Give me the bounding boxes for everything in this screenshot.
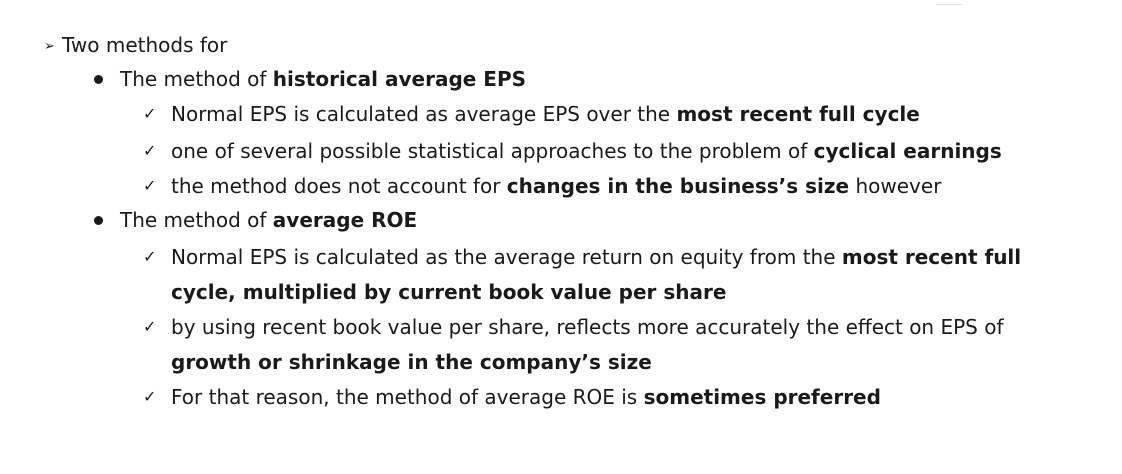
- method-2-title-bold: average ROE: [272, 208, 418, 232]
- method-1-title-plain: The method of: [120, 67, 273, 91]
- method-2-point-2-line-2: growth or shrinkage in the company’s siz…: [171, 348, 652, 376]
- check-icon: ✓: [143, 387, 157, 406]
- check-icon: ✓: [143, 247, 157, 266]
- text-run: the method does not account for: [171, 174, 507, 198]
- heading-text: Two methods for: [62, 31, 227, 59]
- arrow-bullet-icon: ➢: [44, 39, 55, 54]
- text-run-bold: changes in the business’s size: [506, 174, 850, 198]
- method-2-point-1-line-2: cycle, multiplied by current book value …: [171, 278, 726, 306]
- method-2-point-2-line-1: by using recent book value per share, re…: [171, 313, 1004, 341]
- method-1-title-bold: historical average EPS: [272, 67, 527, 91]
- check-icon: ✓: [143, 141, 157, 160]
- round-bullet-icon: [94, 75, 103, 84]
- method-1-point-3: the method does not account for changes …: [171, 172, 941, 200]
- method-2-point-3: For that reason, the method of average R…: [171, 383, 881, 411]
- method-1-point-1: Normal EPS is calculated as average EPS …: [171, 100, 920, 128]
- text-run: however: [849, 174, 942, 198]
- check-icon: ✓: [143, 317, 157, 336]
- text-run-bold: most recent full: [841, 245, 1022, 269]
- text-run: Normal EPS is calculated as average EPS …: [171, 102, 677, 126]
- text-run-bold: most recent full cycle: [676, 102, 920, 126]
- check-icon: ✓: [143, 176, 157, 195]
- heading-label: Two methods for: [62, 33, 228, 57]
- text-run: Normal EPS is calculated as the average …: [171, 245, 842, 269]
- text-run-bold: growth or shrinkage in the company’s siz…: [171, 350, 652, 374]
- text-run-bold: cyclical earnings: [813, 139, 1002, 163]
- header-rule-fragment: [936, 0, 962, 5]
- method-2-title: The method of average ROE: [120, 206, 417, 234]
- text-run-bold: cycle, multiplied by current book value …: [171, 280, 727, 304]
- method-2-title-plain: The method of: [120, 208, 273, 232]
- text-run: by using recent book value per share, re…: [171, 315, 1004, 339]
- text-run-bold: sometimes preferred: [643, 385, 881, 409]
- method-1-point-2: one of several possible statistical appr…: [171, 137, 1002, 165]
- method-1-title: The method of historical average EPS: [120, 65, 526, 93]
- method-2-point-1-line-1: Normal EPS is calculated as the average …: [171, 243, 1021, 271]
- text-run: For that reason, the method of average R…: [171, 385, 644, 409]
- text-run: one of several possible statistical appr…: [171, 139, 814, 163]
- check-icon: ✓: [143, 104, 157, 123]
- round-bullet-icon: [94, 216, 103, 225]
